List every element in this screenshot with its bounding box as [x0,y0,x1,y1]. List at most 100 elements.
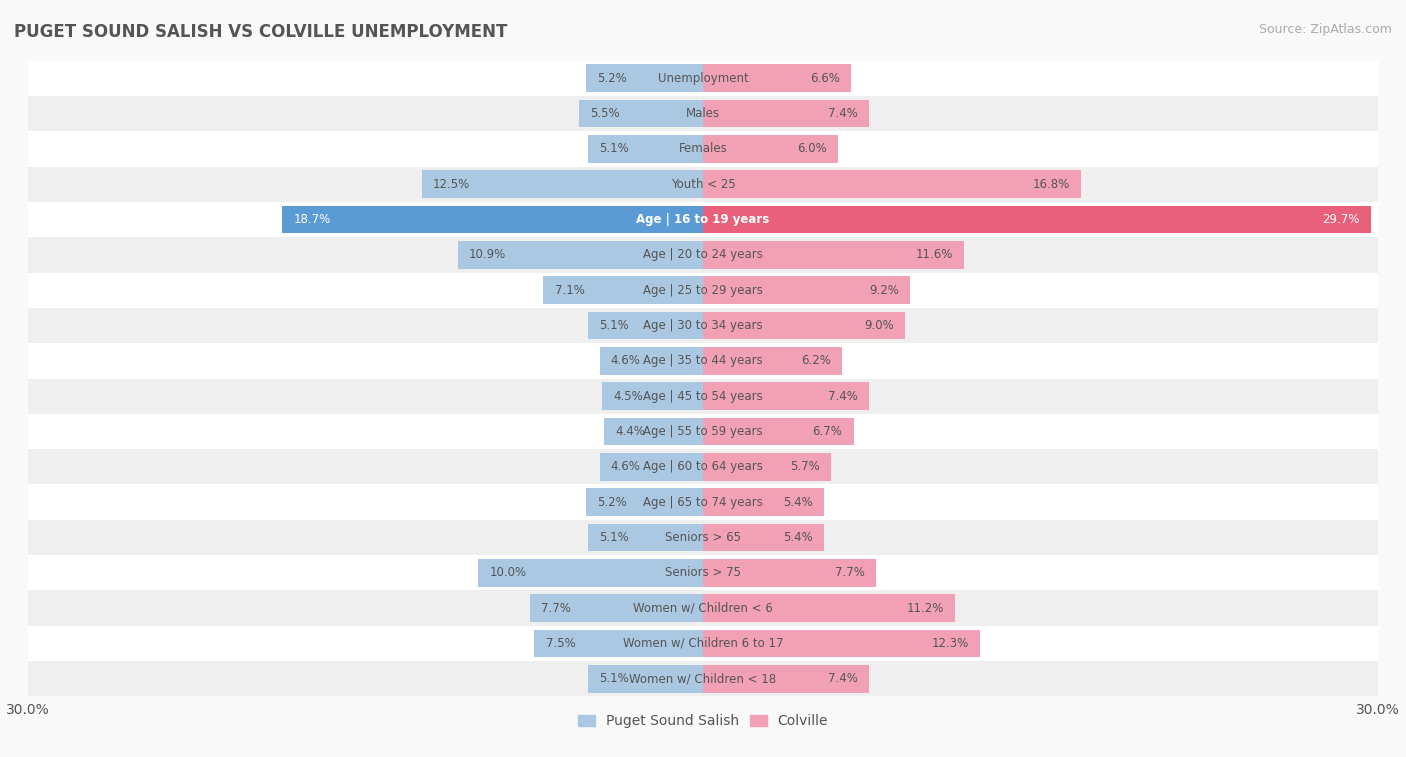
Bar [703,170,1081,198]
Bar [703,241,965,269]
Bar [586,488,703,516]
Bar [28,520,1378,555]
Text: 6.2%: 6.2% [801,354,831,367]
Text: Males: Males [686,107,720,120]
Bar [28,202,1378,237]
Text: 5.7%: 5.7% [790,460,820,473]
Text: 29.7%: 29.7% [1323,213,1360,226]
Text: 4.6%: 4.6% [610,460,641,473]
Bar [602,382,703,410]
Bar [703,665,869,693]
Text: 10.9%: 10.9% [470,248,506,261]
Text: 11.2%: 11.2% [907,602,943,615]
Bar [478,559,703,587]
Text: 4.6%: 4.6% [610,354,641,367]
Bar [28,61,1378,96]
Legend: Puget Sound Salish, Colville: Puget Sound Salish, Colville [572,709,834,734]
Bar [703,524,824,551]
Bar [703,594,955,622]
Text: Age | 55 to 59 years: Age | 55 to 59 years [643,425,763,438]
Text: 4.5%: 4.5% [613,390,643,403]
Text: 5.4%: 5.4% [783,531,813,544]
Bar [703,100,869,127]
Text: 5.1%: 5.1% [599,142,630,155]
Bar [28,131,1378,167]
Text: 10.0%: 10.0% [489,566,526,579]
Bar [599,347,703,375]
Text: Age | 30 to 34 years: Age | 30 to 34 years [643,319,763,332]
Bar [588,665,703,693]
Bar [422,170,703,198]
Bar [599,453,703,481]
Bar [703,488,824,516]
Bar [703,382,869,410]
Text: 16.8%: 16.8% [1032,178,1070,191]
Bar [530,594,703,622]
Text: 5.2%: 5.2% [598,496,627,509]
Bar [703,64,852,92]
Bar [605,418,703,445]
Text: Seniors > 65: Seniors > 65 [665,531,741,544]
Bar [703,276,910,304]
Text: 7.7%: 7.7% [541,602,571,615]
Text: 5.1%: 5.1% [599,672,630,685]
Text: Age | 45 to 54 years: Age | 45 to 54 years [643,390,763,403]
Bar [588,135,703,163]
Bar [703,453,831,481]
Bar [703,312,905,339]
Text: 5.5%: 5.5% [591,107,620,120]
Text: PUGET SOUND SALISH VS COLVILLE UNEMPLOYMENT: PUGET SOUND SALISH VS COLVILLE UNEMPLOYM… [14,23,508,41]
Bar [703,630,980,657]
Text: 4.4%: 4.4% [616,425,645,438]
Text: 5.1%: 5.1% [599,319,630,332]
Text: 7.4%: 7.4% [828,107,858,120]
Bar [28,414,1378,449]
Bar [703,135,838,163]
Text: Age | 65 to 74 years: Age | 65 to 74 years [643,496,763,509]
Text: 5.1%: 5.1% [599,531,630,544]
Text: 5.2%: 5.2% [598,72,627,85]
Bar [586,64,703,92]
Bar [28,449,1378,484]
Text: 6.7%: 6.7% [813,425,842,438]
Bar [28,308,1378,343]
Text: Youth < 25: Youth < 25 [671,178,735,191]
Bar [703,559,876,587]
Text: 6.6%: 6.6% [810,72,841,85]
Bar [28,626,1378,661]
Bar [534,630,703,657]
Bar [703,347,842,375]
Text: 11.6%: 11.6% [915,248,953,261]
Bar [28,167,1378,202]
Text: 9.0%: 9.0% [865,319,894,332]
Text: Age | 25 to 29 years: Age | 25 to 29 years [643,284,763,297]
Text: 7.4%: 7.4% [828,672,858,685]
Text: Age | 16 to 19 years: Age | 16 to 19 years [637,213,769,226]
Text: 6.0%: 6.0% [797,142,827,155]
Bar [543,276,703,304]
Text: Age | 60 to 64 years: Age | 60 to 64 years [643,460,763,473]
Text: Unemployment: Unemployment [658,72,748,85]
Text: Source: ZipAtlas.com: Source: ZipAtlas.com [1258,23,1392,36]
Text: Age | 35 to 44 years: Age | 35 to 44 years [643,354,763,367]
Bar [28,555,1378,590]
Bar [588,312,703,339]
Bar [579,100,703,127]
Bar [28,96,1378,131]
Bar [703,418,853,445]
Bar [28,273,1378,308]
Bar [28,484,1378,520]
Text: 18.7%: 18.7% [294,213,330,226]
Text: 5.4%: 5.4% [783,496,813,509]
Text: 7.4%: 7.4% [828,390,858,403]
Bar [28,661,1378,696]
Text: Women w/ Children < 6: Women w/ Children < 6 [633,602,773,615]
Text: 7.5%: 7.5% [546,637,575,650]
Text: 9.2%: 9.2% [869,284,898,297]
Bar [28,378,1378,414]
Bar [28,237,1378,273]
Bar [458,241,703,269]
Text: Seniors > 75: Seniors > 75 [665,566,741,579]
Text: 12.5%: 12.5% [433,178,470,191]
Text: Women w/ Children 6 to 17: Women w/ Children 6 to 17 [623,637,783,650]
